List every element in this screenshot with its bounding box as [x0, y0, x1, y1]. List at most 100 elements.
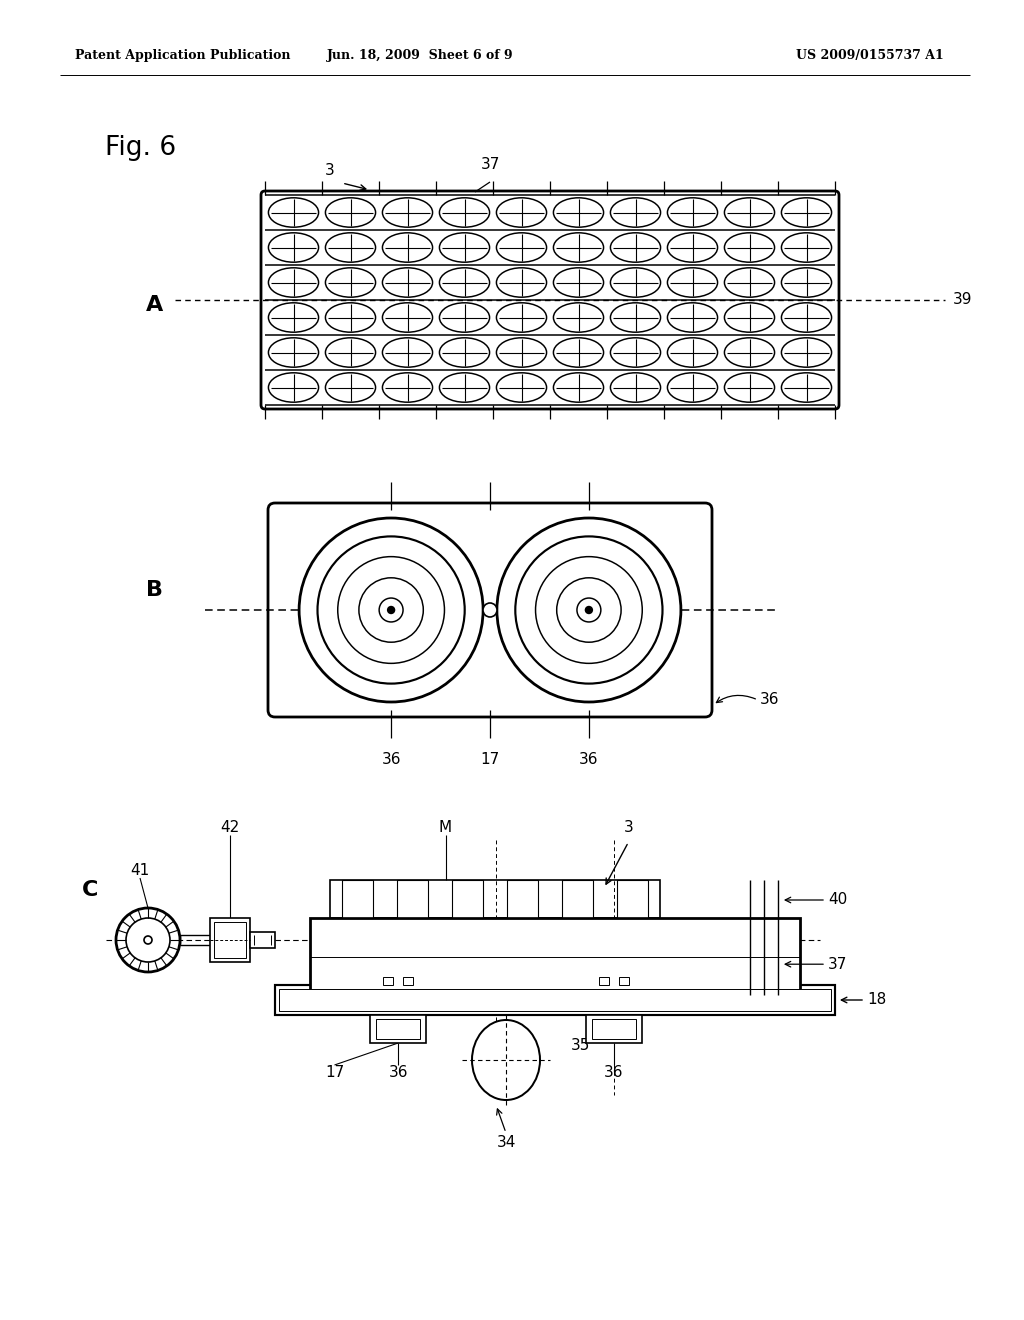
Text: M: M [439, 820, 452, 836]
Ellipse shape [668, 372, 718, 403]
Ellipse shape [781, 198, 831, 227]
Ellipse shape [439, 268, 489, 297]
Text: 17: 17 [480, 752, 500, 767]
Ellipse shape [724, 372, 774, 403]
Bar [279, 989, 831, 1011]
Bar [586, 1015, 642, 1043]
Bar [342, 880, 373, 917]
Text: 42: 42 [220, 820, 240, 836]
Ellipse shape [781, 268, 831, 297]
Ellipse shape [382, 338, 432, 367]
Bar [618, 977, 629, 985]
Text: 36: 36 [388, 1065, 408, 1080]
Text: 36: 36 [580, 752, 599, 767]
Circle shape [126, 917, 170, 962]
Ellipse shape [553, 372, 603, 403]
Ellipse shape [326, 198, 376, 227]
Ellipse shape [724, 268, 774, 297]
Ellipse shape [610, 198, 660, 227]
Ellipse shape [724, 198, 774, 227]
Circle shape [536, 557, 642, 664]
Ellipse shape [439, 232, 489, 263]
Bar [453, 880, 482, 917]
Circle shape [515, 536, 663, 684]
Bar [599, 977, 609, 985]
Ellipse shape [382, 232, 432, 263]
Bar [210, 917, 250, 962]
Ellipse shape [497, 198, 547, 227]
Ellipse shape [268, 338, 318, 367]
Text: US 2009/0155737 A1: US 2009/0155737 A1 [796, 49, 944, 62]
Bar [371, 1015, 426, 1043]
Circle shape [577, 598, 601, 622]
Ellipse shape [668, 198, 718, 227]
Bar [562, 880, 593, 917]
Circle shape [379, 598, 403, 622]
Bar [403, 977, 414, 985]
Bar [376, 1019, 420, 1039]
Circle shape [497, 517, 681, 702]
Text: 3: 3 [624, 820, 634, 836]
Text: 36: 36 [760, 693, 779, 708]
Ellipse shape [781, 338, 831, 367]
Ellipse shape [382, 372, 432, 403]
Ellipse shape [268, 268, 318, 297]
Ellipse shape [724, 302, 774, 333]
Circle shape [586, 606, 593, 614]
Circle shape [317, 536, 465, 684]
Text: A: A [146, 294, 164, 315]
Circle shape [116, 908, 180, 972]
Ellipse shape [497, 232, 547, 263]
Text: 36: 36 [381, 752, 400, 767]
Ellipse shape [724, 232, 774, 263]
Circle shape [388, 606, 394, 614]
Ellipse shape [553, 302, 603, 333]
Ellipse shape [497, 338, 547, 367]
Ellipse shape [326, 372, 376, 403]
Text: 3: 3 [326, 162, 335, 178]
Text: Patent Application Publication: Patent Application Publication [75, 49, 291, 62]
Ellipse shape [553, 338, 603, 367]
Ellipse shape [268, 302, 318, 333]
Bar [250, 932, 275, 948]
Ellipse shape [268, 232, 318, 263]
Text: 41: 41 [130, 863, 150, 878]
Ellipse shape [326, 338, 376, 367]
Ellipse shape [610, 268, 660, 297]
Ellipse shape [439, 198, 489, 227]
Ellipse shape [382, 302, 432, 333]
Text: 37: 37 [828, 957, 848, 972]
Ellipse shape [668, 232, 718, 263]
Ellipse shape [781, 232, 831, 263]
Ellipse shape [610, 372, 660, 403]
Ellipse shape [268, 198, 318, 227]
Bar [617, 880, 647, 917]
Text: 39: 39 [953, 293, 973, 308]
Ellipse shape [326, 302, 376, 333]
Text: 40: 40 [828, 892, 847, 908]
Ellipse shape [668, 268, 718, 297]
Ellipse shape [610, 302, 660, 333]
Ellipse shape [668, 302, 718, 333]
Circle shape [338, 557, 444, 664]
Text: 34: 34 [497, 1135, 516, 1150]
Ellipse shape [326, 232, 376, 263]
Ellipse shape [497, 268, 547, 297]
Text: 18: 18 [867, 993, 886, 1007]
Ellipse shape [610, 232, 660, 263]
Bar [275, 985, 835, 1015]
Circle shape [299, 517, 483, 702]
Bar [592, 1019, 636, 1039]
Text: C: C [82, 880, 98, 900]
Bar [507, 880, 538, 917]
Bar [214, 921, 246, 958]
Text: Fig. 6: Fig. 6 [105, 135, 176, 161]
Text: 17: 17 [325, 1065, 344, 1080]
Circle shape [358, 578, 423, 643]
Text: Jun. 18, 2009  Sheet 6 of 9: Jun. 18, 2009 Sheet 6 of 9 [327, 49, 513, 62]
Circle shape [483, 603, 497, 616]
Ellipse shape [781, 302, 831, 333]
Ellipse shape [668, 338, 718, 367]
Ellipse shape [610, 338, 660, 367]
Circle shape [144, 936, 152, 944]
